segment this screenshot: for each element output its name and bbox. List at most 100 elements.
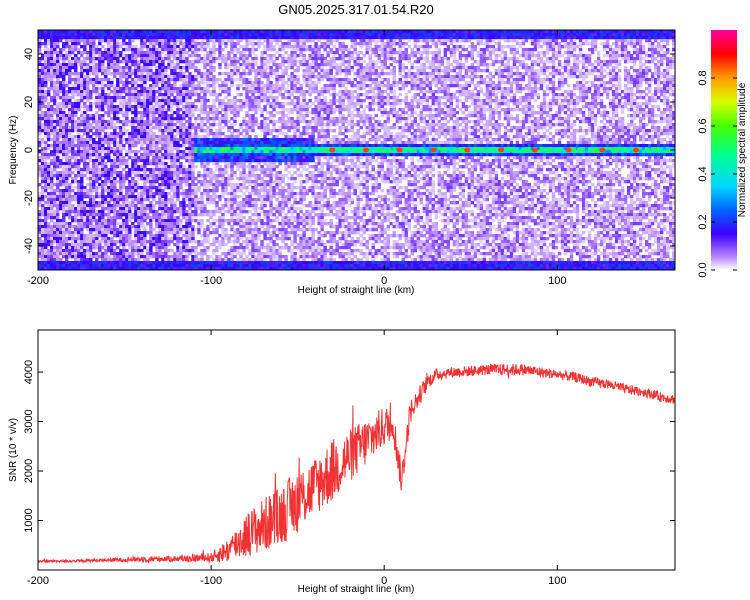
heatmap-cell <box>113 36 117 40</box>
heatmap-cell <box>92 267 96 270</box>
heatmap-cell <box>218 42 222 46</box>
heatmap-cell <box>86 234 90 238</box>
heatmap-cell <box>50 180 54 184</box>
heatmap-cell <box>185 69 189 73</box>
heatmap-cell <box>224 30 228 34</box>
heatmap-cell <box>47 210 51 214</box>
heatmap-cell <box>92 168 96 172</box>
heatmap-cell <box>164 144 168 148</box>
heatmap-cell <box>110 42 114 46</box>
heatmap-cell <box>44 246 48 250</box>
heatmap-cell <box>44 219 48 223</box>
heatmap-cell <box>215 261 219 265</box>
heatmap-cell <box>236 144 240 148</box>
heatmap-cell <box>197 231 201 235</box>
heatmap-cell <box>215 168 219 172</box>
heatmap-cell <box>257 33 261 37</box>
heatmap-cell <box>107 42 111 46</box>
heatmap-cell <box>74 99 78 103</box>
heatmap-cell <box>167 99 171 103</box>
heatmap-cell <box>95 234 99 238</box>
heatmap-cell <box>98 51 102 55</box>
heatmap-cell <box>188 135 192 139</box>
heatmap-cell <box>212 48 216 52</box>
heatmap-cell <box>191 156 195 160</box>
heatmap-cell <box>257 228 261 232</box>
heatmap-cell <box>158 234 162 238</box>
heatmap-cell <box>125 84 129 88</box>
heatmap-cell <box>83 102 87 106</box>
heatmap-cell <box>83 252 87 256</box>
heatmap-cell <box>122 234 126 238</box>
heatmap-cell <box>233 63 237 67</box>
heatmap-cell <box>224 219 228 223</box>
heatmap-cell <box>236 252 240 256</box>
heatmap-cell <box>161 114 165 118</box>
heatmap-cell <box>161 63 165 67</box>
heatmap-cell <box>164 246 168 250</box>
heatmap-cell <box>173 33 177 37</box>
heatmap-cell <box>263 84 267 88</box>
heatmap-cell <box>227 159 231 163</box>
heatmap-cell <box>77 150 81 154</box>
heatmap-cell <box>50 138 54 142</box>
heatmap-cell <box>80 147 84 151</box>
heatmap-cell <box>122 120 126 124</box>
heatmap-cell <box>176 243 180 247</box>
heatmap-cell <box>83 105 87 109</box>
heatmap-cell <box>65 162 69 166</box>
heatmap-cell <box>68 216 72 220</box>
heatmap-cell <box>152 267 156 270</box>
heatmap-cell <box>182 45 186 49</box>
heatmap-cell <box>233 183 237 187</box>
heatmap-cell <box>56 117 60 121</box>
heatmap-cell <box>224 123 228 127</box>
heatmap-cell <box>68 81 72 85</box>
heatmap-cell <box>131 177 135 181</box>
heatmap-cell <box>158 105 162 109</box>
heatmap-cell <box>110 195 114 199</box>
heatmap-cell <box>230 147 234 151</box>
heatmap-cell <box>224 162 228 166</box>
heatmap-cell <box>41 90 45 94</box>
heatmap-cell <box>89 213 93 217</box>
heatmap-cell <box>215 177 219 181</box>
heatmap-cell <box>161 48 165 52</box>
heatmap-cell <box>215 123 219 127</box>
heatmap-cell <box>242 222 246 226</box>
heatmap-cell <box>173 258 177 262</box>
heatmap-cell <box>212 33 216 37</box>
heatmap-cell <box>248 231 252 235</box>
heatmap-cell <box>62 228 66 232</box>
heatmap-cell <box>131 246 135 250</box>
heatmap-cell <box>68 120 72 124</box>
heatmap-cell <box>257 261 261 265</box>
heatmap-cell <box>110 57 114 61</box>
heatmap-cell <box>134 210 138 214</box>
heatmap-cell <box>71 156 75 160</box>
heatmap-cell <box>152 186 156 190</box>
heatmap-cell <box>119 207 123 211</box>
heatmap-cell <box>95 111 99 115</box>
heatmap-cell <box>104 213 108 217</box>
heatmap-cell <box>155 231 159 235</box>
heatmap-cell <box>179 39 183 43</box>
heatmap-cell <box>230 249 234 253</box>
heatmap-cell <box>212 240 216 244</box>
heatmap-cell <box>197 60 201 64</box>
heatmap-cell <box>185 114 189 118</box>
heatmap-cell <box>260 186 264 190</box>
heatmap-cell <box>188 210 192 214</box>
heatmap-cell <box>104 156 108 160</box>
heatmap-cell <box>233 174 237 178</box>
heatmap-cell <box>71 210 75 214</box>
heatmap-cell <box>242 186 246 190</box>
heatmap-cell <box>182 246 186 250</box>
heatmap-cell <box>176 117 180 121</box>
heatmap-cell <box>110 96 114 100</box>
heatmap-cell <box>236 219 240 223</box>
heatmap-cell <box>107 159 111 163</box>
heatmap-cell <box>182 168 186 172</box>
heatmap-cell <box>140 39 144 43</box>
heatmap-cell <box>164 264 168 268</box>
